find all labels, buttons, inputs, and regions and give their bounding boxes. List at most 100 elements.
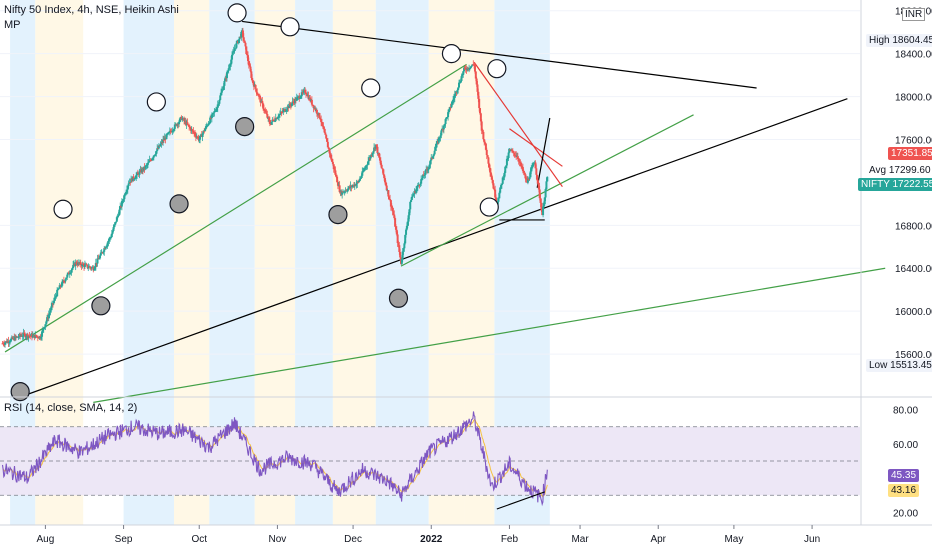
candle-body bbox=[335, 174, 338, 177]
candle-body bbox=[230, 59, 233, 65]
candle-body bbox=[435, 143, 438, 148]
candle-body bbox=[206, 125, 209, 127]
candle-body bbox=[468, 68, 471, 70]
symbol-title[interactable]: Nifty 50 Index, 4h, NSE, Heikin Ashi bbox=[4, 4, 179, 16]
candle-body bbox=[114, 222, 117, 225]
candle-body bbox=[363, 169, 366, 172]
candle-body bbox=[276, 117, 279, 119]
candle-body bbox=[66, 274, 69, 278]
candle-body bbox=[467, 67, 470, 70]
candle-body bbox=[499, 187, 502, 193]
candle-body bbox=[388, 196, 391, 200]
candle-body bbox=[336, 176, 339, 183]
time-tick-label: May bbox=[724, 534, 743, 545]
candle-body bbox=[439, 135, 442, 138]
candle-body bbox=[473, 65, 476, 72]
rsi-title[interactable]: RSI (14, close, SMA, 14, 2) bbox=[4, 402, 138, 414]
candle-body bbox=[469, 66, 472, 69]
candle-body bbox=[104, 246, 107, 249]
candle-body bbox=[180, 117, 183, 120]
candle-body bbox=[56, 289, 59, 297]
candle-body bbox=[493, 188, 496, 190]
candle-body bbox=[156, 148, 159, 151]
wave-marker bbox=[361, 78, 381, 98]
candle-body bbox=[361, 171, 364, 176]
candle-body bbox=[454, 91, 457, 95]
candle-body bbox=[54, 296, 57, 298]
candle-body bbox=[494, 189, 497, 198]
candle-body bbox=[109, 237, 112, 239]
candle-body bbox=[393, 214, 396, 219]
candle-body bbox=[309, 97, 312, 102]
candle-body bbox=[24, 333, 27, 338]
time-tick-label: Oct bbox=[191, 534, 207, 545]
candle-body bbox=[399, 252, 402, 258]
candle-body bbox=[245, 46, 248, 55]
candle-body bbox=[145, 165, 148, 167]
candle-body bbox=[403, 243, 406, 249]
candle-body bbox=[497, 198, 500, 202]
candle-body bbox=[290, 103, 293, 106]
currency-label[interactable]: INR bbox=[902, 8, 926, 21]
low-tag: Low 15513.45 bbox=[866, 359, 932, 372]
candle-body bbox=[254, 84, 257, 89]
candle-body bbox=[334, 170, 337, 175]
candle-body bbox=[429, 160, 432, 165]
trendline-black bbox=[536, 117, 551, 188]
candle-body bbox=[228, 66, 231, 69]
candle-body bbox=[217, 103, 220, 105]
candle-body bbox=[517, 159, 520, 162]
candle-body bbox=[508, 149, 511, 153]
candle-body bbox=[486, 155, 489, 158]
rsi-tick-label: 60.00 bbox=[893, 440, 918, 451]
candle-body bbox=[326, 138, 329, 142]
candle-body bbox=[23, 332, 26, 334]
candle-body bbox=[133, 178, 136, 180]
candle-body bbox=[400, 258, 403, 264]
candle-body bbox=[162, 139, 165, 141]
candle-body bbox=[338, 185, 341, 193]
candle-body bbox=[9, 341, 12, 343]
candle-body bbox=[19, 334, 22, 336]
candle-body bbox=[452, 97, 455, 100]
candle-body bbox=[505, 158, 508, 166]
candle-body bbox=[261, 100, 264, 104]
candle-body bbox=[121, 200, 124, 202]
candle-body bbox=[8, 342, 11, 344]
candle-body bbox=[424, 170, 427, 175]
candle-body bbox=[437, 137, 440, 143]
candle-body bbox=[291, 101, 294, 104]
candle-body bbox=[47, 314, 50, 319]
candle-body bbox=[333, 169, 336, 171]
candle-body bbox=[474, 71, 477, 79]
candle-body bbox=[351, 186, 354, 188]
candle-body bbox=[249, 66, 252, 72]
candle-body bbox=[72, 265, 75, 269]
candle-body bbox=[366, 164, 369, 166]
candle-body bbox=[201, 133, 204, 137]
avg-value: 17299.60 bbox=[888, 165, 931, 176]
candle-body bbox=[109, 237, 112, 239]
candle-body bbox=[193, 132, 196, 134]
candle-body bbox=[115, 221, 118, 223]
candle-body bbox=[341, 191, 344, 195]
price-tick-label: 16000.00 bbox=[895, 307, 932, 318]
candle-body bbox=[58, 285, 61, 289]
wave-marker bbox=[280, 17, 300, 37]
candle-body bbox=[286, 106, 289, 110]
trendline-green bbox=[400, 114, 694, 267]
candle-body bbox=[456, 90, 459, 93]
candle-body bbox=[501, 177, 504, 184]
candle-body bbox=[370, 155, 373, 157]
time-tick-label: Aug bbox=[36, 534, 54, 545]
candle-body bbox=[462, 71, 465, 75]
candle-body bbox=[295, 97, 298, 101]
candle-body bbox=[346, 190, 349, 192]
indicator-label[interactable]: MP bbox=[4, 19, 21, 31]
candle-body bbox=[138, 171, 141, 175]
candle-body bbox=[432, 154, 435, 157]
candle-body bbox=[398, 245, 401, 253]
candle-body bbox=[3, 344, 6, 346]
candle-body bbox=[325, 134, 328, 139]
